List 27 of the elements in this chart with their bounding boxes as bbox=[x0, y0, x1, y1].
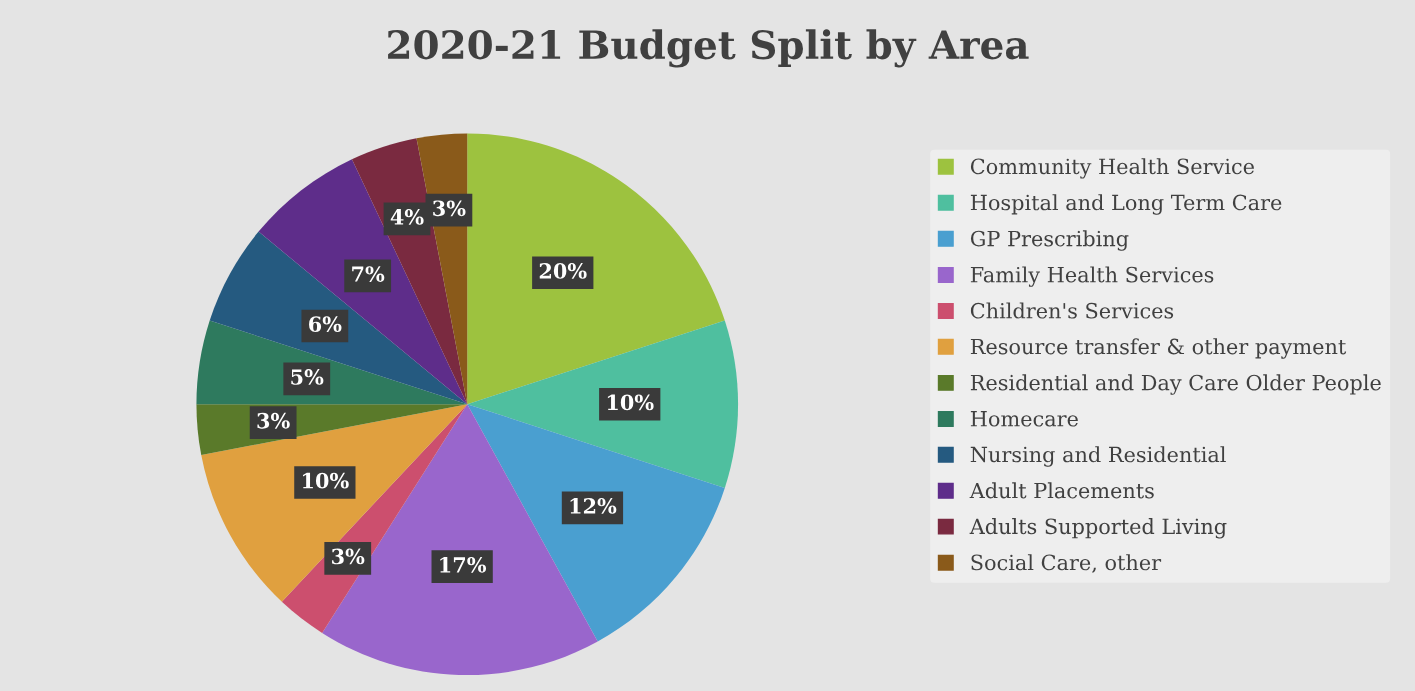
data-label: 5% bbox=[291, 369, 324, 385]
data-label: 7% bbox=[352, 266, 385, 282]
legend-label: Residential and Day Care Older People bbox=[970, 374, 1381, 395]
legend-label: Adults Supported Living bbox=[969, 518, 1227, 539]
legend-label: Hospital and Long Term Care bbox=[970, 194, 1282, 215]
legend-label: Nursing and Residential bbox=[970, 446, 1226, 467]
data-label: 3% bbox=[332, 548, 365, 565]
data-label: 17% bbox=[440, 556, 487, 573]
legend-label: Homecare bbox=[970, 411, 1078, 427]
legend-label: GP Prescribing bbox=[970, 230, 1129, 251]
data-label: 12% bbox=[570, 498, 617, 514]
legend-label: Adult Placements bbox=[969, 482, 1154, 499]
data-label: 6% bbox=[309, 316, 342, 332]
data-label: 3% bbox=[257, 412, 290, 429]
legend-label: Community Health Service bbox=[970, 158, 1254, 179]
legend-label: Social Care, other bbox=[971, 554, 1162, 573]
legend-label: Children's Services bbox=[970, 302, 1174, 319]
data-label: 10% bbox=[607, 394, 654, 411]
legend-label: Resource transfer & other payment bbox=[970, 338, 1347, 359]
data-label: 10% bbox=[303, 472, 349, 489]
legend-label: Family Health Services bbox=[970, 266, 1214, 287]
data-label: 20% bbox=[539, 263, 587, 279]
data-label: 4% bbox=[390, 209, 424, 225]
chart-title: 2020-21 Budget Split by Area bbox=[388, 29, 1029, 68]
data-label: 3% bbox=[433, 200, 466, 217]
pie-slice bbox=[467, 320, 739, 488]
pie-slice bbox=[258, 159, 468, 405]
